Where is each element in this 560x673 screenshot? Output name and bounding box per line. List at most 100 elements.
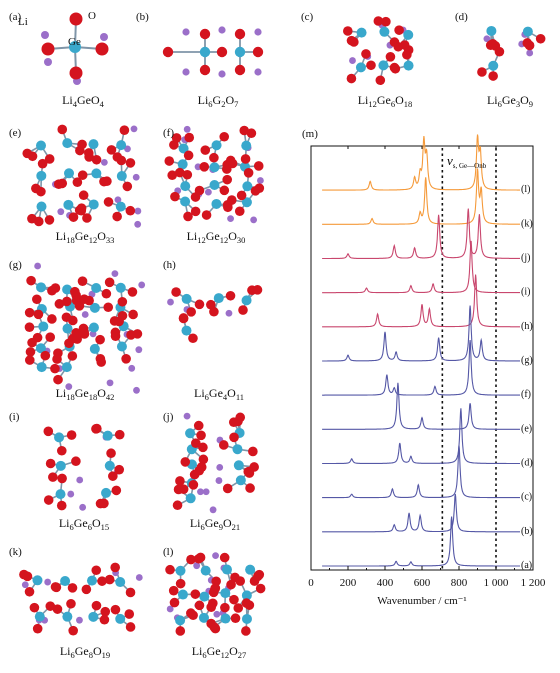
- o-atom: [77, 276, 88, 286]
- ge-atom: [115, 201, 126, 212]
- ge-atom: [86, 575, 97, 586]
- ge-atom: [181, 325, 192, 336]
- o-atom: [193, 553, 204, 564]
- ge-atom: [115, 613, 126, 624]
- series-label: (g): [521, 355, 533, 366]
- structure-formula: Li6Ge3O9: [487, 93, 533, 109]
- o-atom: [194, 185, 205, 196]
- o-atom: [40, 350, 51, 361]
- ge-atom: [63, 199, 74, 210]
- ge-atom: [180, 196, 191, 207]
- ge-atom: [178, 143, 189, 154]
- o-atom: [78, 190, 89, 201]
- ge-atom: [91, 168, 102, 179]
- atom-label-ge: Ge: [68, 36, 81, 48]
- series-label: (a): [521, 560, 532, 571]
- li-atom: [100, 158, 108, 166]
- ge-atom: [61, 362, 72, 373]
- li-atom: [209, 506, 217, 514]
- li-atom: [227, 215, 234, 223]
- o-atom: [77, 170, 88, 180]
- structure-formula: Li4GeO4: [62, 93, 105, 109]
- ge-atom: [62, 323, 73, 334]
- o-atom: [188, 480, 199, 490]
- series-label: (e): [521, 423, 532, 434]
- o-atom: [229, 432, 239, 443]
- o-atom: [119, 125, 130, 135]
- ge-atom: [234, 46, 246, 58]
- structure-tag: (d): [455, 11, 468, 23]
- o-atom: [69, 12, 83, 26]
- o-atom: [91, 600, 102, 611]
- ge-atom: [55, 460, 66, 471]
- o-atom: [56, 500, 67, 511]
- o-atom: [27, 337, 37, 348]
- o-atom: [52, 604, 63, 614]
- li-atom: [212, 552, 219, 560]
- o-atom: [201, 210, 212, 220]
- o-atom: [346, 73, 357, 84]
- ge-atom: [54, 432, 65, 443]
- spectrum-line: [322, 408, 520, 465]
- o-atom: [206, 299, 216, 310]
- o-atom: [255, 583, 266, 594]
- o-atom: [228, 417, 239, 428]
- o-atom: [56, 445, 67, 456]
- structure-tag: (c): [301, 11, 314, 23]
- structure-tag: (i): [9, 411, 20, 423]
- li-atom: [182, 28, 190, 36]
- li-atom: [21, 581, 29, 589]
- li-atom: [67, 490, 75, 498]
- o-atom: [71, 456, 81, 467]
- o-atom: [103, 302, 114, 313]
- structure-tag: (b): [136, 11, 149, 23]
- spectra-series: (l) (k) (j) (i) (h) (g) (f) (e) (d) (c) (b) (a): [321, 134, 533, 571]
- molecule: [19, 562, 143, 636]
- o-atom: [92, 423, 102, 434]
- ge-atom: [356, 27, 367, 38]
- o-atom: [234, 206, 245, 217]
- ge-atom: [35, 343, 46, 354]
- li-atom: [213, 610, 221, 618]
- series-label: (b): [521, 526, 533, 537]
- o-atom: [488, 71, 498, 81]
- li-atom: [218, 70, 226, 78]
- o-atom: [250, 186, 261, 196]
- o-atom: [117, 310, 128, 321]
- ge-atom: [220, 588, 231, 599]
- o-atom: [385, 52, 396, 62]
- o-atom: [76, 203, 87, 213]
- ge-atom: [38, 321, 49, 332]
- li-atom: [193, 562, 201, 570]
- ge-atom: [232, 444, 243, 455]
- ge-atom: [89, 302, 100, 313]
- ge-atom: [241, 295, 252, 306]
- ge-atom: [64, 168, 75, 179]
- molecule: [43, 423, 125, 511]
- o-atom: [29, 602, 40, 613]
- ge-atom: [36, 201, 47, 212]
- li-atom: [254, 28, 262, 36]
- li-atom: [225, 309, 233, 317]
- o-atom: [208, 587, 219, 598]
- o-atom: [25, 347, 36, 357]
- o-atom: [175, 578, 186, 589]
- o-atom: [222, 174, 233, 185]
- o-atom: [62, 296, 72, 307]
- structure-formula: Li18Ge12O33: [56, 229, 115, 245]
- li-atom: [167, 298, 174, 306]
- ge-atom: [213, 293, 224, 304]
- li-atom: [134, 207, 142, 215]
- structure-formula: Li18Ge18O42: [56, 386, 115, 402]
- o-atom: [173, 484, 184, 495]
- li-atom: [88, 290, 96, 298]
- o-atom: [198, 454, 209, 465]
- o-atom: [229, 594, 239, 605]
- plot-frame: [310, 145, 534, 571]
- o-atom: [393, 41, 404, 52]
- structure-tag: (h): [163, 259, 176, 271]
- x-tick-label: 0: [308, 577, 314, 589]
- o-atom: [183, 150, 194, 161]
- o-atom: [190, 589, 201, 599]
